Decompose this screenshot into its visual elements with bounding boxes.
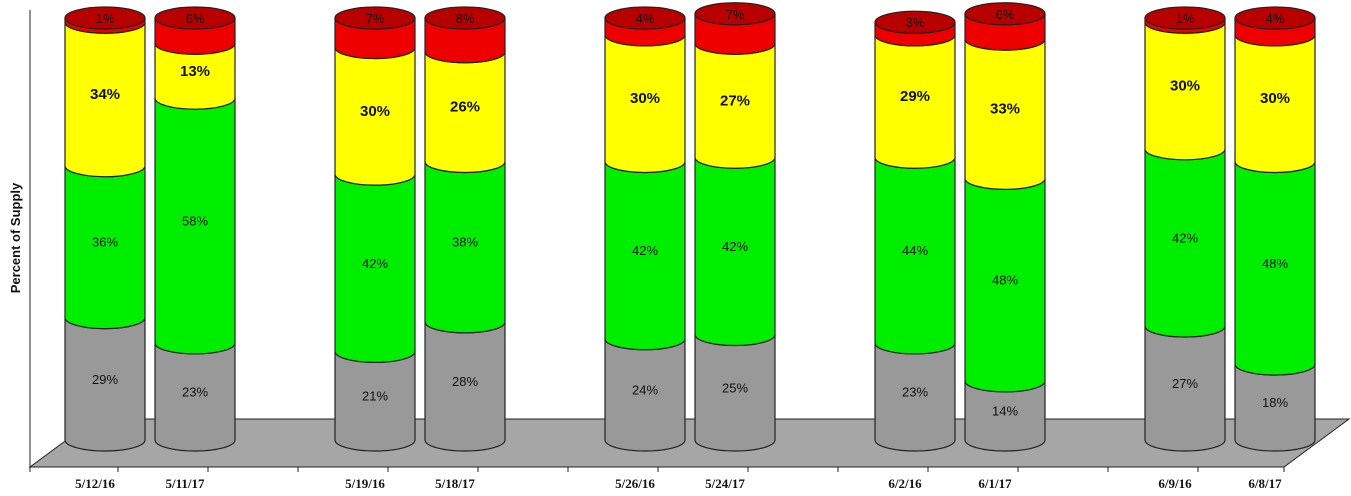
category-label-9: 6/8/17 (1248, 476, 1282, 491)
value-label-8-3: 1% (1176, 11, 1195, 26)
value-label-5-3: 7% (726, 7, 745, 22)
value-label-5-0: 25% (722, 380, 748, 395)
value-label-4-3: 4% (636, 11, 655, 26)
value-label-6-0: 23% (902, 384, 928, 399)
value-label-1-3: 6% (186, 11, 205, 26)
category-label-2: 5/19/16 (345, 476, 385, 491)
value-label-4-1: 42% (632, 243, 658, 258)
bar-top-cap-7 (964, 2, 1046, 26)
value-label-6-3: 3% (906, 15, 925, 30)
bar-top-cap-2 (334, 6, 416, 30)
value-label-2-1: 42% (362, 256, 388, 271)
category-label-7: 6/1/17 (978, 476, 1012, 491)
value-label-6-1: 44% (902, 243, 928, 258)
category-label-0: 5/12/16 (75, 476, 115, 491)
value-label-0-1: 36% (92, 235, 118, 250)
value-label-2-3: 7% (366, 11, 385, 26)
value-label-0-3: 1% (96, 11, 115, 26)
value-label-3-1: 38% (452, 235, 478, 250)
value-label-3-0: 28% (452, 374, 478, 389)
bar-top-cap-3 (424, 6, 506, 30)
category-label-6: 6/2/16 (888, 476, 922, 491)
value-label-5-2: 27% (720, 92, 750, 109)
value-label-3-3: 8% (456, 11, 475, 26)
value-label-1-2: 13% (180, 63, 210, 80)
value-label-8-2: 30% (1170, 78, 1200, 95)
value-label-4-2: 30% (630, 90, 660, 107)
value-label-9-3: 4% (1266, 11, 1285, 26)
value-label-9-0: 18% (1262, 395, 1288, 410)
value-label-2-2: 30% (360, 103, 390, 120)
value-label-9-2: 30% (1260, 90, 1290, 107)
category-label-5: 5/24/17 (705, 476, 745, 491)
value-label-5-1: 42% (722, 239, 748, 254)
bar-top-cap-5 (694, 2, 776, 26)
category-label-8: 6/9/16 (1158, 476, 1192, 491)
value-label-7-1: 48% (992, 273, 1018, 288)
bar-top-cap-8 (1144, 6, 1226, 30)
bar-top-cap-6 (874, 10, 956, 34)
value-label-7-2: 33% (990, 101, 1020, 118)
value-label-6-2: 29% (900, 88, 930, 105)
bar-top-cap-9 (1234, 6, 1316, 30)
value-label-8-1: 42% (1172, 230, 1198, 245)
value-label-4-0: 24% (632, 382, 658, 397)
category-label-1: 5/11/17 (165, 476, 205, 491)
value-label-7-0: 14% (992, 403, 1018, 418)
value-label-1-0: 23% (182, 384, 208, 399)
category-label-4: 5/26/16 (615, 476, 655, 491)
value-label-0-0: 29% (92, 372, 118, 387)
value-label-8-0: 27% (1172, 376, 1198, 391)
value-label-2-0: 21% (362, 389, 388, 404)
bar-top-cap-4 (604, 6, 686, 30)
bars-layer: 29% 36% 34% 1% 23% 58% 13% 6% 21% 42% 30% 7% 28% 38% 2… (64, 2, 1316, 452)
value-label-1-1: 58% (182, 214, 208, 229)
value-label-9-1: 48% (1262, 256, 1288, 271)
y-axis-title: Percent of Supply (8, 182, 23, 293)
category-labels: 5/12/16 5/11/17 5/19/16 5/18/17 5/26/16 5/24/… (29, 467, 1285, 491)
value-label-7-3: 6% (996, 7, 1015, 22)
value-label-0-2: 34% (90, 86, 120, 103)
category-label-3: 5/18/17 (435, 476, 475, 491)
bar-top-cap-0 (64, 6, 146, 30)
value-label-3-2: 26% (450, 99, 480, 116)
bar-top-cap-1 (154, 6, 236, 30)
